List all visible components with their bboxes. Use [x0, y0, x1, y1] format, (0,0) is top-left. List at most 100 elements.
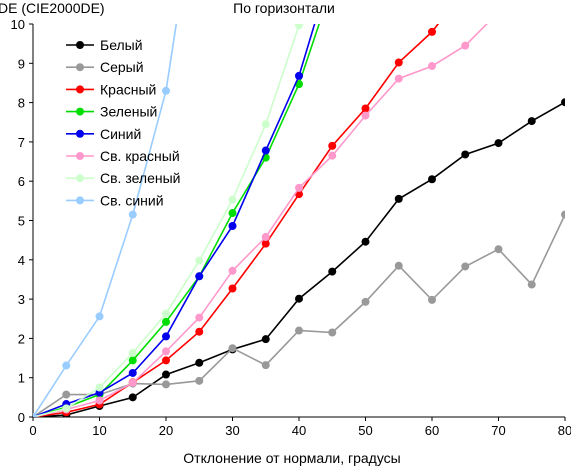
y-tick-label: 2	[18, 331, 25, 346]
data-point	[394, 74, 403, 83]
y-axis-label: DE (CIE2000DE)	[0, 0, 105, 16]
data-point	[228, 284, 237, 293]
data-point	[228, 209, 237, 218]
data-point	[328, 267, 337, 276]
data-point	[128, 368, 137, 377]
data-point	[128, 378, 137, 387]
data-point	[428, 62, 436, 71]
series-line	[33, 214, 565, 417]
legend-swatch-marker	[76, 196, 84, 205]
legend: Белый Серый Красный Зеленый Синий Св. красный…	[66, 37, 180, 208]
legend-item: Св. красный	[66, 148, 180, 164]
y-tick-label: 6	[18, 174, 25, 189]
data-point	[361, 104, 370, 113]
data-point	[228, 222, 237, 231]
y-tick-label: 7	[18, 135, 25, 150]
data-point	[461, 262, 470, 271]
legend-item: Синий	[66, 126, 141, 142]
legend-item: Серый	[66, 59, 144, 75]
data-point	[95, 312, 104, 321]
x-tick-label: 30	[225, 423, 239, 438]
axes: 0 10 20 30 40 50 60 70 80 0 1 2 3 4 5 6 7 8 9 10	[11, 17, 571, 438]
x-tick-label: 60	[425, 423, 439, 438]
data-point	[62, 361, 71, 370]
data-point	[162, 309, 170, 318]
data-point	[195, 358, 204, 367]
legend-label: Белый	[100, 37, 143, 53]
x-tick-label: 20	[159, 423, 173, 438]
data-point	[394, 58, 403, 67]
data-point	[261, 361, 270, 370]
legend-item: Св. зеленый	[66, 170, 180, 186]
legend-swatch-marker	[76, 107, 84, 116]
y-tick-label: 8	[18, 96, 25, 111]
data-point	[162, 380, 170, 389]
y-tick-label: 10	[11, 17, 25, 32]
data-point	[228, 266, 237, 275]
y-tick-label: 9	[18, 56, 25, 71]
data-point	[328, 151, 337, 160]
y-tick-label: 3	[18, 292, 25, 307]
data-point	[295, 71, 303, 80]
series-line	[33, 24, 316, 417]
data-point	[394, 261, 403, 270]
data-point	[195, 376, 204, 385]
data-point	[328, 328, 337, 337]
data-point	[295, 326, 303, 335]
data-point	[175, 0, 183, 8]
y-tick-label: 0	[18, 410, 25, 425]
chart-title: По горизонтали	[233, 0, 335, 16]
data-point	[394, 194, 403, 203]
legend-swatch-marker	[76, 129, 84, 138]
series-8	[33, 0, 183, 417]
y-tick-label: 5	[18, 214, 25, 229]
x-tick-label: 40	[292, 423, 306, 438]
legend-label: Зеленый	[100, 104, 157, 120]
data-point	[95, 383, 104, 392]
data-point	[162, 356, 170, 365]
data-point	[228, 195, 237, 204]
data-point	[461, 41, 470, 50]
data-point	[295, 24, 303, 30]
data-point	[361, 297, 370, 306]
data-point	[527, 280, 536, 289]
data-point	[361, 111, 370, 120]
data-point	[62, 404, 71, 413]
legend-item: Св. синий	[66, 192, 164, 208]
series-1	[33, 98, 565, 417]
data-point	[162, 370, 170, 379]
data-point	[195, 272, 204, 281]
x-tick-label: 10	[92, 423, 106, 438]
data-point	[128, 210, 137, 219]
data-point	[527, 117, 536, 126]
data-point	[128, 348, 137, 357]
data-point	[261, 146, 270, 155]
data-point	[494, 139, 503, 148]
x-tick-label: 0	[29, 423, 36, 438]
legend-label: Синий	[100, 126, 141, 142]
series-6	[33, 8, 503, 417]
x-tick-label: 70	[491, 423, 505, 438]
series-7	[33, 24, 303, 417]
x-tick-label: 50	[358, 423, 372, 438]
data-point	[295, 294, 303, 303]
data-point	[494, 245, 503, 254]
data-point	[495, 8, 503, 16]
data-point	[95, 396, 104, 405]
data-point	[195, 256, 204, 265]
legend-swatch-marker	[76, 152, 84, 160]
data-point	[162, 332, 170, 341]
data-point	[128, 393, 137, 402]
series-3	[33, 24, 440, 417]
data-point	[461, 150, 470, 159]
data-point	[261, 335, 270, 344]
legend-swatch-marker	[76, 63, 84, 72]
y-tick-label: 1	[18, 371, 25, 386]
data-point	[261, 239, 270, 248]
series-2	[33, 210, 565, 417]
legend-item: Зеленый	[66, 104, 157, 120]
data-point	[361, 237, 370, 246]
data-point	[428, 27, 436, 36]
series-line	[33, 24, 178, 417]
data-point	[428, 295, 436, 304]
